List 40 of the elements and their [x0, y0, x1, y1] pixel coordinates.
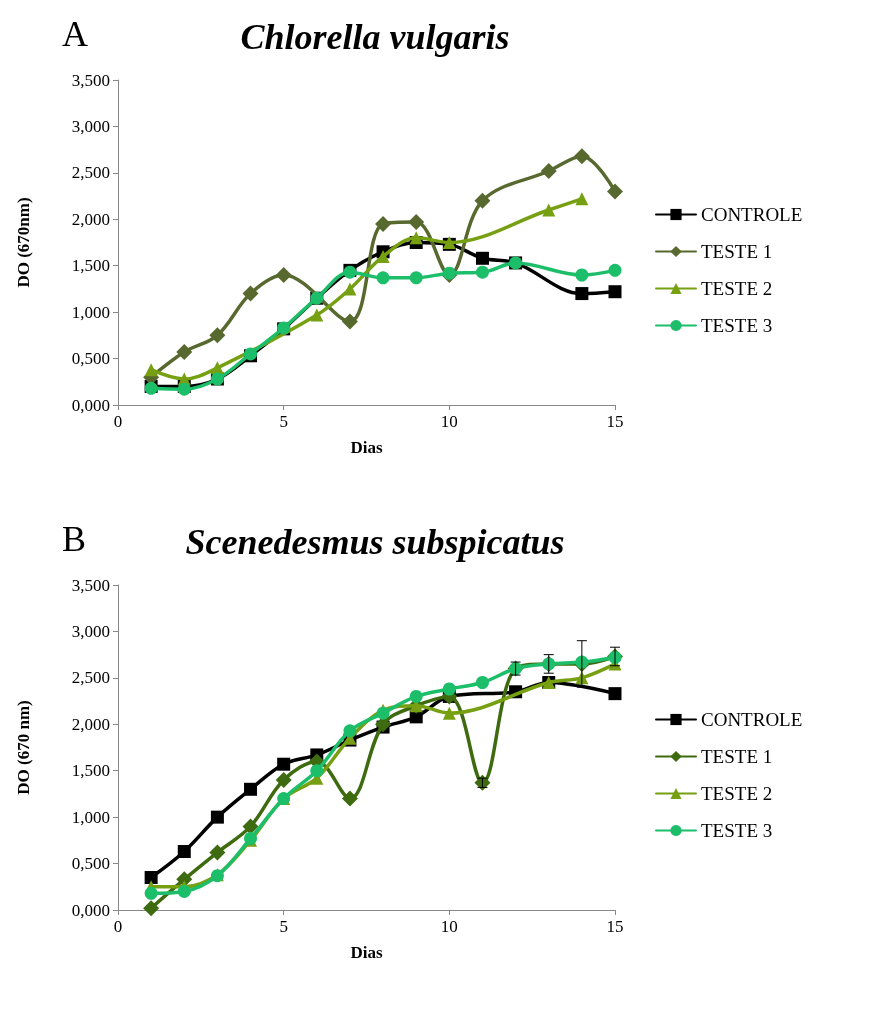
- x-tick-label: 0: [113, 917, 123, 936]
- x-tick-label: 15: [606, 412, 624, 431]
- text: A: [62, 14, 88, 54]
- y-tick-label: 2,000: [71, 209, 110, 229]
- legend-label: TESTE 3: [701, 315, 773, 336]
- y-tick-label: 3,500: [71, 575, 110, 595]
- x-tick-label: 10: [440, 917, 458, 936]
- x-tick-label: 5: [279, 412, 288, 431]
- y-tick-label: 1,500: [71, 256, 110, 276]
- legend-label: TESTE 2: [701, 783, 773, 804]
- y-tick-label: 0,500: [71, 854, 110, 874]
- chart-title: Chlorella vulgaris: [240, 17, 510, 57]
- y-tick-label: 1,000: [71, 807, 110, 827]
- legend-label: CONTROLE: [701, 204, 803, 225]
- y-tick-label: 0,500: [71, 349, 110, 369]
- y-axis-title: DO (670nm): [14, 197, 33, 288]
- text: B: [62, 519, 87, 559]
- y-tick-label: 1,500: [71, 761, 110, 781]
- legend-label: TESTE 1: [701, 241, 773, 262]
- x-tick-label: 0: [113, 412, 123, 431]
- x-tick-label: 15: [606, 917, 624, 936]
- y-tick-label: 0,000: [71, 395, 110, 415]
- x-tick-label: 5: [279, 917, 288, 936]
- chart-title: Scenedesmus subspicatus: [185, 522, 565, 562]
- y-tick-label: 0,000: [71, 900, 110, 920]
- legend-label: TESTE 1: [701, 746, 773, 767]
- y-tick-label: 3,500: [71, 70, 110, 90]
- legend-label: TESTE 2: [701, 278, 773, 299]
- y-tick-label: 3,000: [71, 116, 110, 136]
- legend-label: CONTROLE: [701, 709, 803, 730]
- y-tick-label: 1,000: [71, 302, 110, 322]
- legend-label: TESTE 3: [701, 820, 773, 841]
- y-tick-label: 3,000: [71, 621, 110, 641]
- x-axis-title: Dias: [350, 438, 383, 457]
- y-tick-label: 2,500: [71, 163, 110, 183]
- y-tick-label: 2,500: [71, 668, 110, 688]
- y-axis-title: DO (670 nm): [14, 700, 33, 795]
- x-axis-title: Dias: [350, 943, 383, 962]
- x-tick-label: 10: [440, 412, 458, 431]
- y-tick-label: 2,000: [71, 714, 110, 734]
